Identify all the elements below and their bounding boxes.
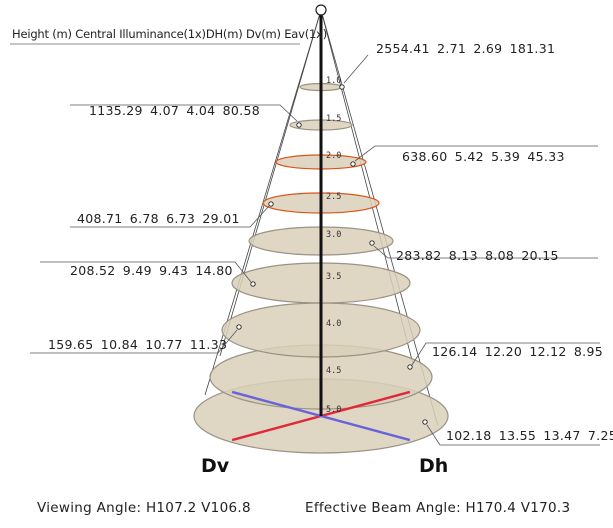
height-label-4: 2.5: [326, 192, 341, 202]
height-label-2: 1.5: [326, 114, 341, 124]
row-value-7: 159.65 10.84 10.77 11.33: [48, 337, 228, 352]
leader-line-8: [411, 342, 600, 366]
marker-dot-7: [236, 324, 242, 330]
marker-dot-4: [268, 201, 274, 207]
leader-line-1: [343, 54, 369, 84]
marker-dot-9: [422, 419, 428, 425]
height-label-9: 5.0: [326, 405, 341, 415]
lamp-icon: [315, 4, 327, 16]
leader-line-9: [426, 424, 600, 446]
cone-ray-left-1: [219, 9, 322, 357]
viewing-angle: Viewing Angle: H107.2 V106.8: [37, 500, 251, 516]
row-value-5: 283.82 8.13 8.08 20.15: [396, 248, 559, 263]
height-label-6: 3.5: [326, 272, 341, 282]
height-label-8: 4.5: [326, 366, 341, 376]
leader-line-2: [70, 104, 298, 122]
height-label-5: 3.0: [326, 230, 341, 240]
marker-dot-2: [296, 122, 302, 128]
row-value-6: 208.52 9.49 9.43 14.80: [70, 263, 233, 278]
cone-ray-right-2: [320, 9, 439, 427]
beam-angle: Effective Beam Angle: H170.4 V170.3: [305, 500, 571, 516]
marker-dot-1: [339, 84, 345, 90]
cone-ray-right-1: [320, 9, 414, 365]
height-label-3: 2.0: [326, 151, 341, 161]
dh-axis-label: Dh: [419, 455, 449, 477]
leader-line-5: [373, 245, 598, 259]
row-value-1: 2554.41 2.71 2.69 181.31: [376, 41, 556, 56]
height-label-7: 4.0: [326, 319, 341, 329]
leader-line-7: [30, 329, 238, 354]
header-label: Height (m) Central Illuminance(1x)DH(m) …: [12, 27, 328, 41]
row-value-3: 638.60 5.42 5.39 45.33: [402, 149, 565, 164]
marker-dot-8: [407, 364, 413, 370]
row-value-4: 408.71 6.78 6.73 29.01: [77, 211, 240, 226]
marker-dot-6: [250, 281, 256, 287]
row-value-2: 1135.29 4.07 4.04 80.58: [89, 103, 260, 118]
marker-dot-5: [369, 240, 375, 246]
leader-line-6: [40, 261, 252, 283]
row-value-9: 102.18 13.55 13.47 7.25: [446, 428, 613, 443]
marker-dot-3: [350, 161, 356, 167]
height-label-1: 1.0: [326, 76, 341, 86]
dv-axis-label: Dv: [201, 455, 230, 477]
leader-line-3: [354, 145, 598, 162]
leader-line-4: [70, 205, 270, 228]
row-value-8: 126.14 12.20 12.12 8.95: [432, 344, 603, 359]
